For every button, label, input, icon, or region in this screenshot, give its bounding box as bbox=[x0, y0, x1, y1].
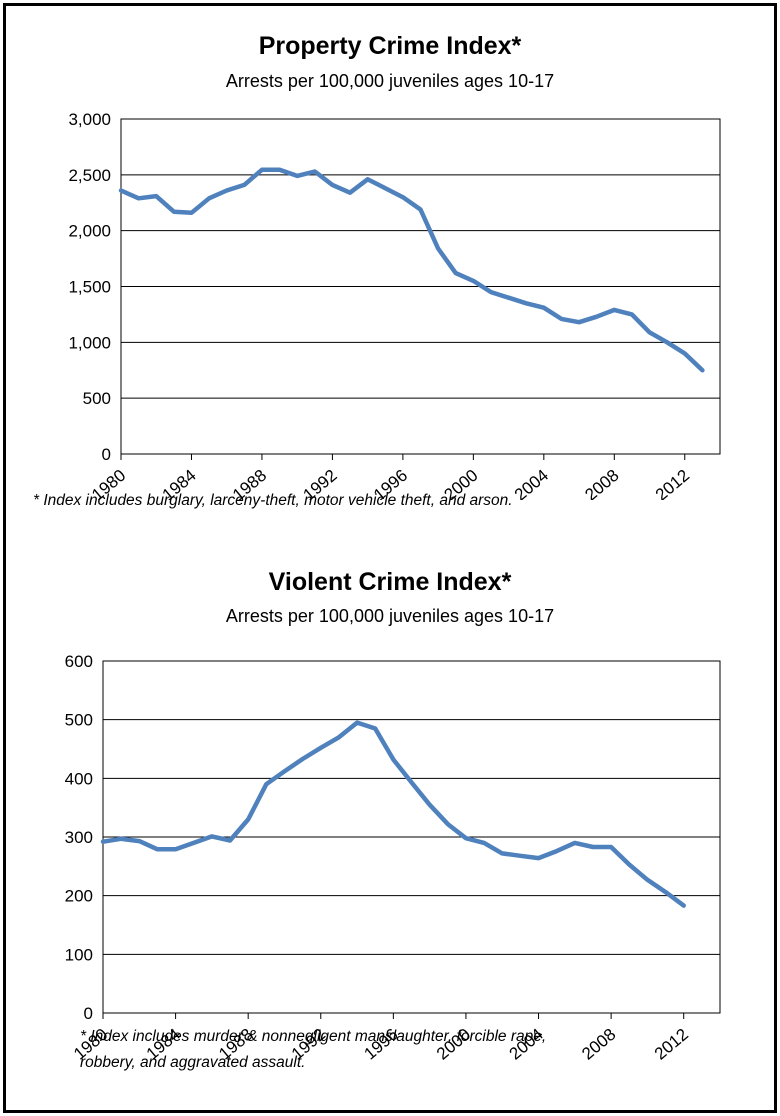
property-y-tick-label: 1,500 bbox=[68, 278, 111, 297]
property-y-tick-label: 1,000 bbox=[68, 333, 111, 352]
property-y-tick-label: 3,000 bbox=[68, 110, 111, 129]
property-x-tick-label: 2012 bbox=[652, 466, 693, 500]
figure-frame bbox=[3, 3, 777, 1113]
violent-plot-area bbox=[102, 660, 721, 1014]
violent-y-tick-label: 400 bbox=[65, 769, 93, 788]
violent-x-tick-label: 2008 bbox=[578, 1025, 619, 1060]
property-y-tick-label: 0 bbox=[102, 445, 111, 464]
violent-chart-title: Violent Crime Index* bbox=[268, 568, 512, 596]
violent-y-tick-label: 500 bbox=[65, 711, 93, 730]
property-y-tick-label: 500 bbox=[83, 389, 111, 408]
violent-chart-footnote-line1: * Index includes murder & nonnegligent m… bbox=[80, 1028, 547, 1045]
violent-chart-subtitle: Arrests per 100,000 juveniles ages 10-17 bbox=[225, 606, 555, 626]
property-y-tick-label: 2,500 bbox=[68, 166, 111, 185]
property-chart-footnote: * Index includes burglary, larceny-theft… bbox=[33, 492, 513, 509]
property-series-line bbox=[118, 167, 705, 373]
violent-x-tick-label: 2012 bbox=[651, 1025, 692, 1060]
violent-y-tick-label: 100 bbox=[65, 945, 93, 964]
property-x-tick-label: 2008 bbox=[581, 466, 622, 500]
violent-y-tick-label: 300 bbox=[65, 828, 93, 847]
property-chart-subtitle: Arrests per 100,000 juveniles ages 10-17 bbox=[225, 71, 555, 91]
property-chart-title: Property Crime Index* bbox=[258, 32, 522, 60]
violent-series-line bbox=[100, 720, 686, 908]
property-y-tick-label: 2,000 bbox=[68, 222, 111, 241]
property-plot-area bbox=[120, 118, 721, 455]
violent-y-tick-label: 200 bbox=[65, 887, 93, 906]
violent-y-tick-label: 600 bbox=[65, 652, 93, 671]
property-x-tick-label: 2004 bbox=[511, 466, 552, 500]
violent-y-tick-label: 0 bbox=[84, 1004, 93, 1023]
violent-chart-footnote-line2: robbery, and aggravated assault. bbox=[80, 1054, 306, 1071]
